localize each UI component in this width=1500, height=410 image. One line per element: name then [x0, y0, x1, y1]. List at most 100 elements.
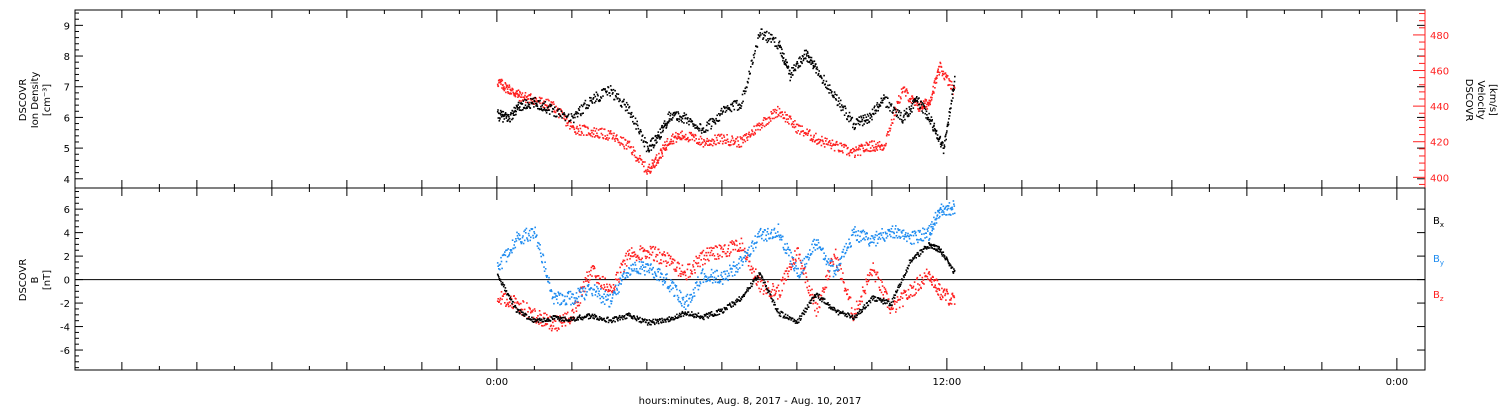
by-point	[748, 246, 750, 249]
by-point	[743, 257, 745, 259]
bz-point	[901, 292, 903, 295]
density-point	[785, 58, 787, 61]
velocity-point	[509, 88, 511, 91]
by-point	[761, 233, 764, 236]
by-point	[737, 268, 739, 271]
density-point	[939, 135, 942, 138]
velocity-point	[934, 87, 936, 89]
velocity-point	[606, 137, 608, 139]
velocity-point	[814, 141, 816, 143]
bz-point	[903, 289, 905, 292]
bz-point	[660, 262, 663, 265]
density-point	[721, 113, 723, 115]
bx-point	[896, 289, 899, 291]
velocity-point	[511, 89, 513, 91]
bz-point	[729, 241, 732, 243]
bz-point	[720, 247, 722, 250]
density-point	[773, 37, 775, 40]
bz-point	[821, 290, 824, 292]
by-point	[827, 258, 830, 260]
bz-point	[579, 291, 581, 293]
bz-point	[860, 295, 863, 298]
bz-point	[822, 287, 824, 289]
velocity-point	[508, 92, 510, 94]
by-point	[949, 213, 951, 216]
density-point	[893, 107, 896, 110]
velocity-point	[827, 143, 829, 146]
density-point	[753, 56, 755, 59]
bx-point	[809, 302, 811, 304]
velocity-point	[774, 108, 776, 111]
by-point	[557, 302, 559, 304]
velocity-point	[592, 133, 595, 135]
bx-point	[798, 321, 800, 324]
density-point	[733, 108, 736, 111]
density-point	[791, 67, 793, 69]
bz-point	[574, 300, 577, 303]
density-point	[690, 121, 692, 123]
bz-point	[546, 313, 548, 316]
bz-point	[501, 298, 503, 301]
by-point	[702, 281, 705, 283]
density-point	[820, 74, 822, 77]
density-point	[581, 112, 583, 115]
bx-point	[695, 316, 697, 319]
velocity-point	[851, 151, 854, 154]
density-point	[838, 97, 840, 99]
bx-point	[625, 313, 627, 316]
bx-point	[908, 264, 910, 267]
bz-point	[736, 244, 738, 247]
velocity-point	[924, 106, 927, 108]
bz-point	[743, 247, 746, 250]
by-point	[773, 227, 776, 230]
velocity-point	[557, 107, 559, 110]
velocity-point	[917, 110, 920, 112]
velocity-point	[893, 114, 896, 117]
velocity-point	[763, 117, 765, 119]
by-point	[853, 231, 856, 234]
velocity-point	[682, 137, 684, 140]
density-point	[731, 102, 734, 104]
density-point	[920, 100, 922, 103]
by-point	[521, 236, 524, 239]
by-point	[925, 236, 928, 238]
density-point	[530, 102, 533, 105]
velocity-point	[937, 71, 940, 73]
by-point	[577, 287, 579, 290]
by-point	[807, 253, 809, 255]
density-point	[577, 107, 580, 110]
bx-point	[635, 318, 637, 321]
bz-point	[898, 306, 901, 309]
by-point	[530, 236, 532, 239]
density-point	[852, 126, 854, 129]
bz-point	[545, 323, 547, 326]
bx-point	[661, 317, 663, 320]
density-point	[932, 130, 935, 132]
bx-point	[922, 251, 924, 253]
by-point	[597, 292, 600, 295]
bx-point	[514, 304, 517, 307]
velocity-point	[612, 134, 615, 137]
bz-point	[778, 294, 781, 296]
bx-point	[522, 311, 524, 314]
velocity-point	[705, 142, 707, 145]
by-point	[891, 231, 893, 233]
bx-point	[815, 296, 817, 298]
bz-point	[521, 308, 524, 311]
by-point	[938, 217, 940, 219]
bz-point	[628, 249, 631, 251]
velocity-point	[547, 108, 550, 111]
bz-point	[944, 294, 946, 297]
bz-point	[857, 304, 860, 306]
density-point	[816, 68, 819, 71]
by-point	[889, 233, 891, 236]
by-point	[777, 231, 779, 233]
velocity-point	[830, 142, 832, 145]
bz-point	[691, 270, 693, 273]
bz-point	[757, 281, 759, 283]
velocity-point	[953, 87, 956, 89]
density-point	[525, 107, 527, 110]
by-point	[822, 247, 824, 250]
density-point	[864, 120, 867, 123]
velocity-point	[639, 155, 641, 157]
